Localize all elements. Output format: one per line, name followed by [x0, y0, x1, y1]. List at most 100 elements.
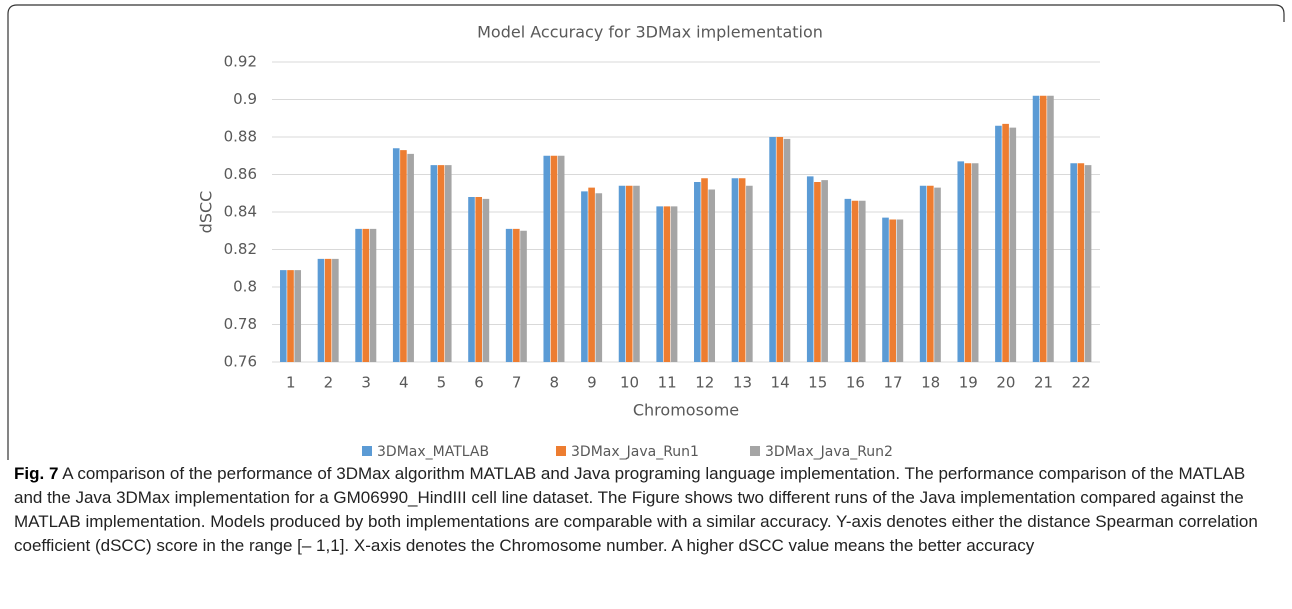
bar — [1077, 163, 1085, 362]
bar — [520, 230, 527, 362]
bar — [400, 150, 407, 362]
bar — [581, 191, 588, 362]
x-tick-label: 4 — [399, 374, 409, 392]
bar — [355, 228, 362, 362]
y-tick-label: 0.78 — [224, 315, 257, 333]
bar — [392, 148, 400, 362]
bar — [896, 219, 904, 362]
bar — [806, 176, 814, 362]
bar — [776, 137, 784, 362]
bar — [731, 178, 739, 362]
x-tick-label: 20 — [996, 374, 1015, 392]
bar — [1032, 95, 1040, 362]
x-tick-label: 10 — [620, 374, 639, 392]
bar — [1084, 165, 1092, 362]
bar — [550, 155, 558, 362]
bar — [407, 153, 414, 362]
bar — [482, 198, 490, 362]
chart: Model Accuracy for 3DMax implementation … — [7, 4, 1285, 460]
x-tick-label: 16 — [846, 374, 865, 392]
bar — [971, 163, 979, 362]
y-tick-label: 0.82 — [224, 240, 257, 258]
legend-swatch — [750, 446, 760, 456]
x-tick-label: 6 — [474, 374, 484, 392]
bar — [814, 182, 821, 362]
bar — [701, 178, 708, 362]
bar — [995, 125, 1002, 362]
x-tick-label: 15 — [808, 374, 827, 392]
x-tick-label: 18 — [921, 374, 940, 392]
frame — [7, 4, 1285, 460]
bar — [324, 258, 332, 362]
x-tick-label: 11 — [658, 374, 677, 392]
x-tick-label: 14 — [771, 374, 790, 392]
legend-label: 3DMax_Java_Run1 — [571, 444, 699, 460]
bar — [851, 200, 859, 362]
bar — [882, 217, 889, 362]
x-tick-label: 21 — [1034, 374, 1053, 392]
bar — [595, 193, 603, 362]
bar — [475, 197, 482, 362]
bar — [889, 219, 896, 362]
x-tick-label: 7 — [512, 374, 522, 392]
bar — [663, 206, 671, 362]
caption-text: A comparison of the performance of 3DMax… — [14, 464, 1258, 555]
y-tick-label: 0.84 — [224, 203, 257, 221]
bar — [430, 165, 438, 362]
legend-swatch — [556, 446, 566, 456]
bar — [633, 185, 640, 362]
legend-label: 3DMax_Java_Run2 — [765, 444, 893, 460]
bar — [543, 155, 551, 362]
caption: Fig. 7 A comparison of the performance o… — [14, 462, 1276, 558]
bar — [783, 138, 791, 362]
bar — [280, 270, 287, 362]
bar — [588, 187, 595, 362]
bar — [317, 258, 325, 362]
x-tick-label: 22 — [1072, 374, 1091, 392]
bar — [858, 200, 866, 362]
legend-swatch — [362, 446, 372, 456]
x-tick-label: 8 — [549, 374, 559, 392]
x-tick-label: 19 — [959, 374, 978, 392]
bar — [1009, 127, 1017, 362]
bar — [964, 163, 972, 362]
legend-label: 3DMax_MATLAB — [377, 444, 489, 460]
x-tick-label: 2 — [324, 374, 334, 392]
bar — [844, 198, 852, 362]
bar — [1070, 163, 1077, 362]
y-tick-label: 0.86 — [224, 165, 257, 183]
bar — [625, 185, 633, 362]
x-tick-label: 1 — [286, 374, 296, 392]
x-tick-label: 3 — [361, 374, 371, 392]
bar — [670, 206, 678, 362]
bar — [468, 197, 475, 362]
x-tick-label: 17 — [883, 374, 902, 392]
bar — [708, 189, 716, 362]
bar — [656, 206, 663, 362]
bar — [769, 137, 776, 362]
bar — [694, 182, 701, 362]
y-tick-label: 0.92 — [224, 53, 257, 71]
bar — [437, 165, 445, 362]
bar — [332, 258, 339, 362]
bar — [746, 185, 753, 362]
x-tick-label: 13 — [733, 374, 752, 392]
bar — [294, 270, 302, 362]
bar — [505, 228, 513, 362]
bar — [927, 185, 934, 362]
x-tick-label: 9 — [587, 374, 597, 392]
bar — [513, 228, 520, 362]
chart-title: Model Accuracy for 3DMax implementation — [477, 23, 823, 42]
bar — [557, 155, 565, 362]
bar — [821, 180, 828, 362]
bar — [1047, 95, 1054, 362]
bar — [369, 228, 377, 362]
y-tick-label: 0.88 — [224, 128, 257, 146]
bar — [934, 187, 941, 362]
bar — [1002, 123, 1009, 362]
bar — [738, 178, 746, 362]
y-tick-label: 0.8 — [233, 278, 257, 296]
x-tick-label: 5 — [437, 374, 447, 392]
x-tick-label: 12 — [695, 374, 714, 392]
